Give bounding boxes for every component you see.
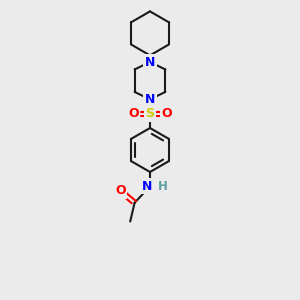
Text: H: H [158, 180, 168, 193]
Text: O: O [128, 107, 139, 120]
Text: N: N [145, 93, 155, 106]
Text: O: O [115, 184, 126, 197]
Text: S: S [146, 107, 154, 120]
Text: O: O [161, 107, 172, 120]
Text: N: N [145, 56, 155, 68]
Text: N: N [142, 180, 152, 193]
